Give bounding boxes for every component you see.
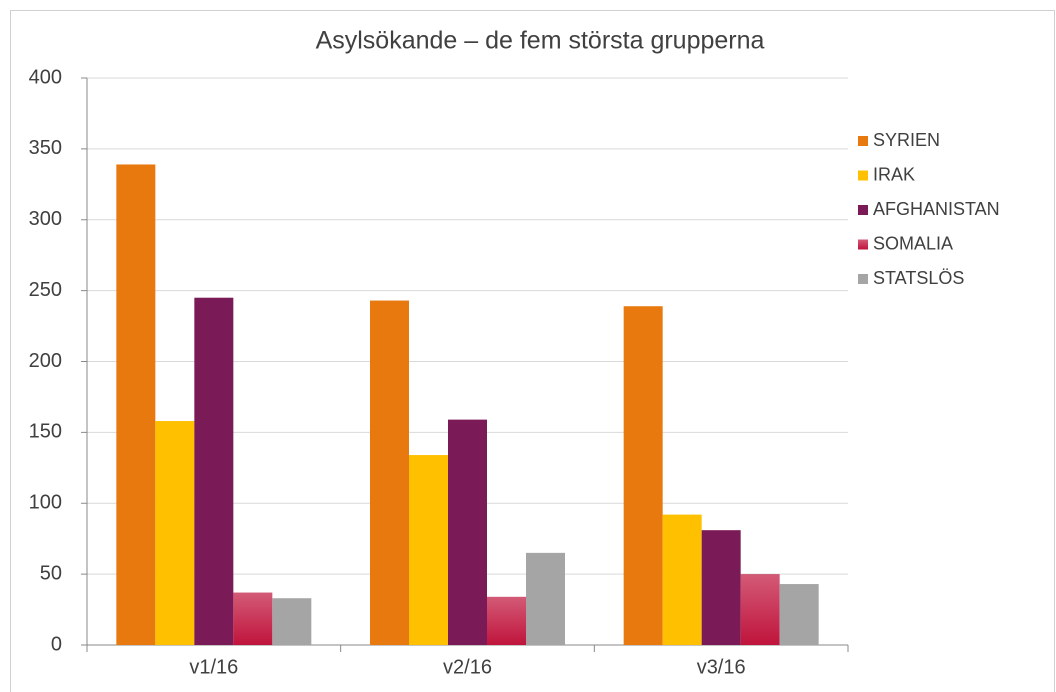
bar [448,419,487,645]
y-tick-label: 150 [29,421,62,443]
chart-title: Asylsökande – de fem största grupperna [316,27,765,55]
legend-swatch [858,274,868,284]
y-tick-label: 300 [29,208,62,230]
y-tick-label: 400 [29,66,62,88]
bar [740,574,780,645]
y-tick-label: 100 [29,492,62,514]
bar [526,552,565,645]
x-tick-label: v2/16 [443,656,492,678]
legend-label: SYRIEN [873,130,940,150]
y-tick-label: 0 [51,633,62,655]
x-tick-label: v3/16 [697,656,746,678]
legend-label: AFGHANISTAN [873,199,1000,219]
y-tick-label: 350 [29,137,62,159]
y-tick-label: 200 [29,350,62,372]
bar [779,584,819,645]
y-tick-label: 250 [29,279,62,301]
legend-swatch [858,205,868,215]
bar [370,300,409,645]
bar [155,421,195,645]
legend-label: STATSLÖS [873,268,964,288]
bar [487,596,526,645]
x-tick-label: v1/16 [189,656,238,678]
bar [662,514,702,645]
legend-swatch [858,136,868,146]
legend-label: SOMALIA [873,233,953,253]
bar [233,592,273,645]
bar [409,455,448,645]
bar [701,530,741,645]
legend-swatch [858,170,868,181]
bar [272,598,312,645]
bar [623,306,663,645]
y-tick-label: 50 [40,562,62,584]
legend-label: IRAK [873,164,915,184]
legend-swatch [858,239,868,250]
bar [194,297,234,645]
bar [116,164,156,645]
